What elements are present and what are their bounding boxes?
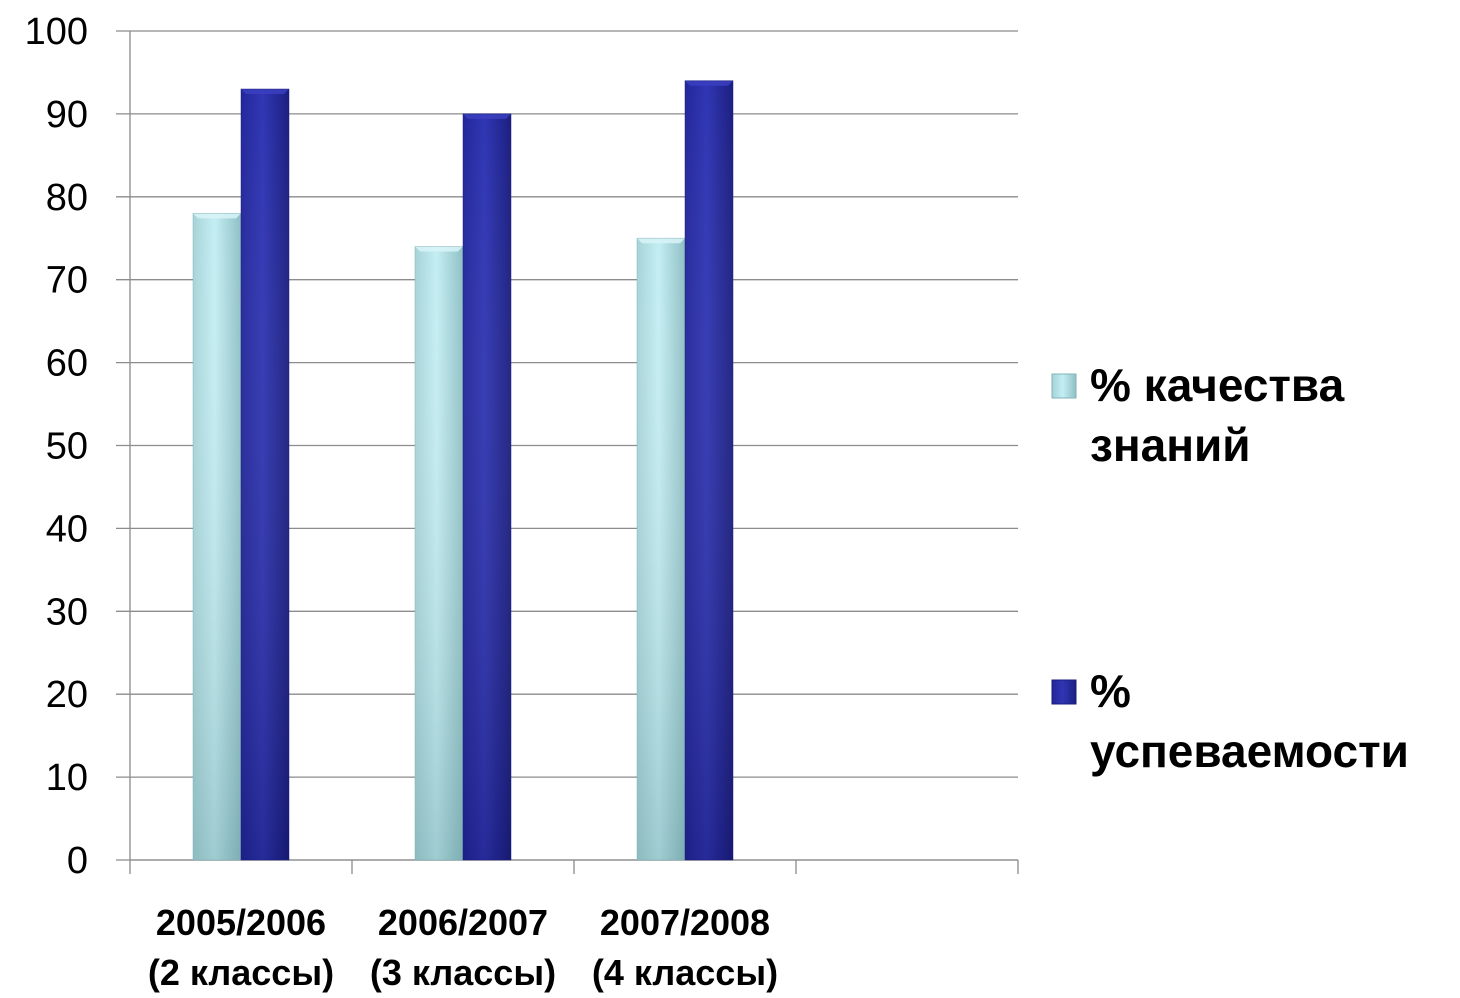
y-tick-label: 20 (46, 674, 88, 716)
bar-shade (193, 213, 241, 860)
x-category-label: 2006/2007 (378, 902, 548, 943)
bar-shade (685, 80, 733, 861)
y-tick-label: 50 (46, 426, 88, 468)
bar-outline (240, 88, 290, 861)
y-tick-label: 10 (46, 757, 88, 799)
x-category-label: (2 классы) (148, 952, 334, 993)
legend-swatch-series-1 (1051, 373, 1077, 399)
y-tick-label: 70 (46, 260, 88, 302)
bars (192, 80, 734, 861)
y-tick-label: 40 (46, 508, 88, 550)
y-tick-label: 80 (46, 177, 88, 219)
bar-bevel (685, 80, 733, 86)
x-category-label: (4 классы) (592, 952, 778, 993)
bar-bevel (637, 238, 685, 244)
y-tick-label: 100 (25, 11, 88, 53)
legend-label-series-2: успеваемости (1090, 725, 1409, 777)
x-category-label: (3 классы) (370, 952, 556, 993)
y-tick-label: 60 (46, 343, 88, 385)
bar-bevel (193, 213, 241, 219)
bar-shade (463, 113, 511, 860)
bar-outline (462, 113, 512, 861)
axis-labels: 0 10 20 30 40 50 60 70 80 90 100 2005/2006 (2 классы… (25, 11, 778, 993)
bar-bevel (463, 113, 511, 119)
bar-shade (637, 238, 685, 860)
legend-label-series-1: % качества (1090, 359, 1345, 411)
bar-bevel (241, 89, 289, 95)
bar-outline (684, 80, 734, 861)
bar-shade (415, 246, 463, 861)
bar-bevel (415, 246, 463, 252)
y-tick-label: 0 (67, 840, 88, 882)
y-tick-label: 90 (46, 94, 88, 136)
x-category-label: 2007/2008 (600, 902, 770, 943)
legend-label-series-2: % (1090, 665, 1131, 717)
x-category-label: 2005/2006 (156, 902, 326, 943)
legend: % качества знаний% успеваемости (1051, 359, 1409, 777)
legend-swatch-series-2 (1051, 679, 1077, 705)
bar-shade (241, 89, 289, 860)
y-tick-label: 30 (46, 591, 88, 633)
legend-label-series-1: знаний (1090, 419, 1251, 471)
